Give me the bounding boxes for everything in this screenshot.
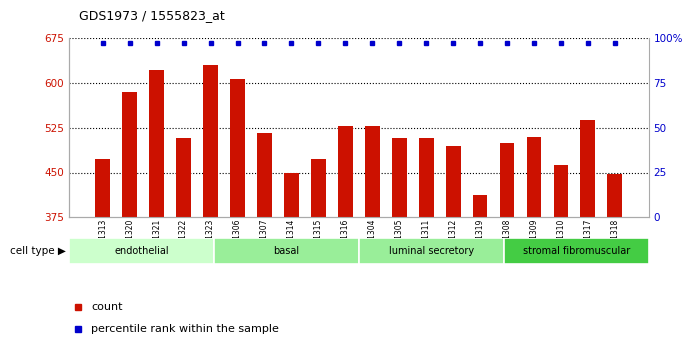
- Bar: [359, 238, 504, 264]
- Bar: [203, 65, 218, 217]
- Bar: [607, 174, 622, 217]
- Bar: [176, 138, 191, 217]
- Text: basal: basal: [273, 246, 299, 256]
- Text: endothelial: endothelial: [114, 246, 169, 256]
- Bar: [504, 238, 649, 264]
- Text: stromal fibromuscular: stromal fibromuscular: [522, 246, 630, 256]
- Text: count: count: [91, 302, 123, 312]
- Bar: [446, 146, 460, 217]
- Bar: [284, 173, 299, 217]
- Text: luminal secretory: luminal secretory: [388, 246, 474, 256]
- Bar: [122, 92, 137, 217]
- Bar: [392, 138, 406, 217]
- Bar: [69, 238, 214, 264]
- Bar: [473, 195, 488, 217]
- Bar: [338, 127, 353, 217]
- Bar: [419, 138, 433, 217]
- Bar: [149, 70, 164, 217]
- Bar: [365, 127, 380, 217]
- Bar: [214, 238, 359, 264]
- Text: percentile rank within the sample: percentile rank within the sample: [91, 325, 279, 334]
- Bar: [553, 165, 569, 217]
- Bar: [95, 159, 110, 217]
- Bar: [580, 120, 595, 217]
- Bar: [500, 142, 515, 217]
- Bar: [230, 79, 245, 217]
- Text: GDS1973 / 1555823_at: GDS1973 / 1555823_at: [79, 9, 225, 22]
- Text: cell type ▶: cell type ▶: [10, 246, 66, 256]
- Bar: [311, 159, 326, 217]
- Bar: [257, 133, 272, 217]
- Bar: [526, 137, 542, 217]
